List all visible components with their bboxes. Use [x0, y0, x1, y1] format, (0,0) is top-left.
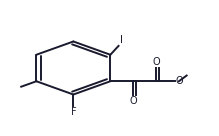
Text: O: O — [176, 76, 183, 86]
Text: O: O — [152, 57, 160, 67]
Text: F: F — [71, 107, 76, 117]
Text: I: I — [120, 35, 123, 45]
Text: O: O — [129, 96, 137, 106]
